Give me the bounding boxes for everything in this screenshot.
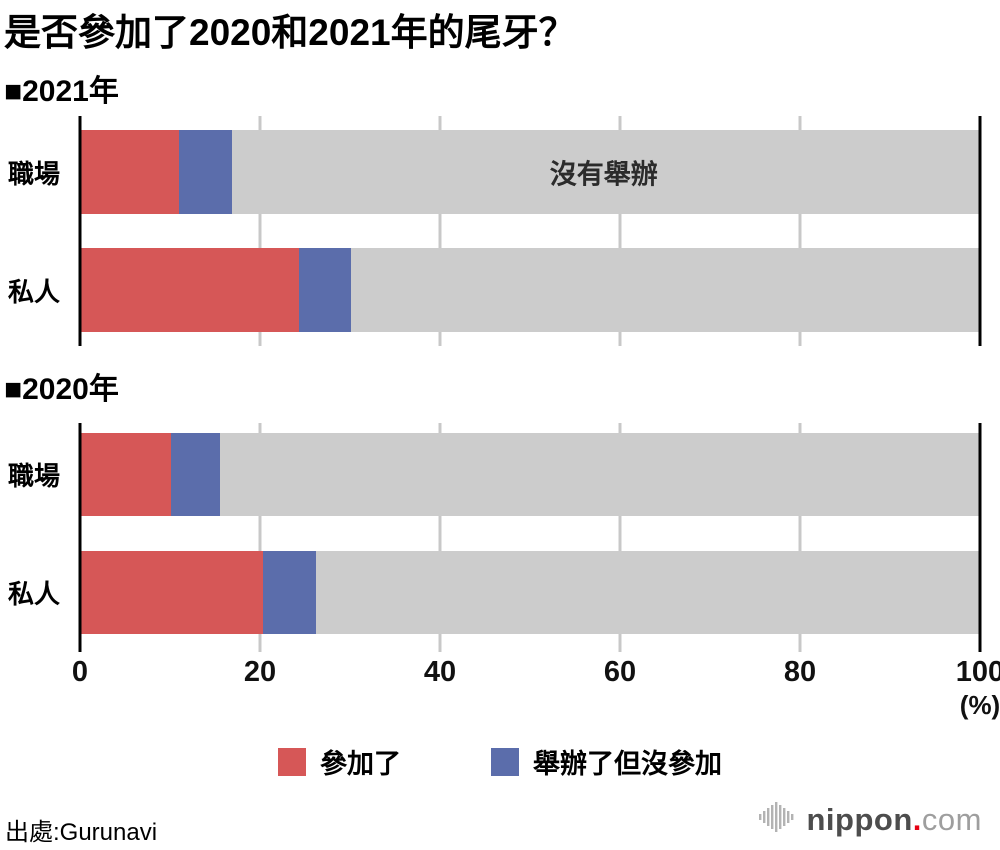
plot-area-2021: 沒有舉辦 [78,116,982,346]
segment-attended [80,130,179,214]
nippon-com-logo: nippon.com [758,800,983,839]
segment-held-not-attended [179,130,233,214]
bar-row [80,433,980,516]
x-tick-label-40: 40 [423,656,457,688]
plot-area-2020 [78,423,982,652]
segment-not-held [232,130,980,214]
axis-line-100 [978,116,982,346]
segment-not-held [220,433,980,516]
logo-wordmark: nippon.com [806,801,982,837]
x-tick-label-0: 0 [71,656,89,688]
held-not-attended-swatch [491,747,519,776]
not-held-annotation: 沒有舉辦 [549,159,658,190]
group-header-2021: ■2021年 [4,75,119,108]
x-tick-label-20: 20 [243,656,277,688]
row-label-workplace: 職場 [8,158,61,189]
row-label-private: 私人 [8,276,61,307]
chart-title: 是否參加了2020和2021年的尾牙？ [4,12,576,53]
bar-row [80,551,980,634]
axis-line-100 [978,423,982,652]
chart-2021: 職場 私人 沒有舉辦 [0,116,1000,346]
legend: 參加了 舉辦了但沒參加 [0,742,1000,781]
source-credit: 出處:Gurunavi [5,819,158,846]
gridline-60 [618,423,622,652]
segment-attended [80,433,171,516]
segment-held-not-attended [262,551,316,634]
segment-attended [80,248,299,332]
bar-row: 沒有舉辦 [80,130,980,214]
gridline-20 [258,116,262,346]
legend-label: 參加了 [320,749,401,779]
x-tick-label-100: 100 [955,656,1000,688]
legend-item-held-not-attended: 舉辦了但沒參加 [491,742,722,781]
segment-held-not-attended [298,248,351,332]
group-header-2020: ■2020年 [4,373,119,406]
legend-item-attended: 參加了 [278,742,401,781]
gridline-60 [618,116,622,346]
waveform-icon [758,800,797,839]
segment-not-held [315,551,980,634]
x-tick-label-80: 80 [783,656,817,688]
segment-not-held [350,248,980,332]
axis-line-0 [78,423,82,652]
gridline-20 [258,423,262,652]
bar-row [80,248,980,332]
axis-line-0 [78,116,82,346]
x-tick-label-60: 60 [603,656,637,688]
gridline-80 [798,423,802,652]
gridline-80 [798,116,802,346]
stacked-bar-2020-workplace [80,433,980,516]
stacked-bar-2021-private [80,248,980,332]
gridline-40 [438,423,442,652]
attended-swatch [278,747,306,776]
legend-label: 舉辦了但沒參加 [533,749,722,779]
row-label-private: 私人 [8,579,61,609]
stacked-bar-2020-private [80,551,980,634]
segment-held-not-attended [170,433,221,516]
stacked-bar-2021-workplace [80,130,980,214]
segment-attended [80,551,263,634]
row-label-workplace: 職場 [8,461,61,491]
gridline-40 [438,116,442,346]
x-axis-labels: 0 20 40 60 80 100 [72,656,1000,690]
chart-2020: 職場 私人 [0,423,1000,652]
percent-unit-label: (%) [959,690,1000,720]
